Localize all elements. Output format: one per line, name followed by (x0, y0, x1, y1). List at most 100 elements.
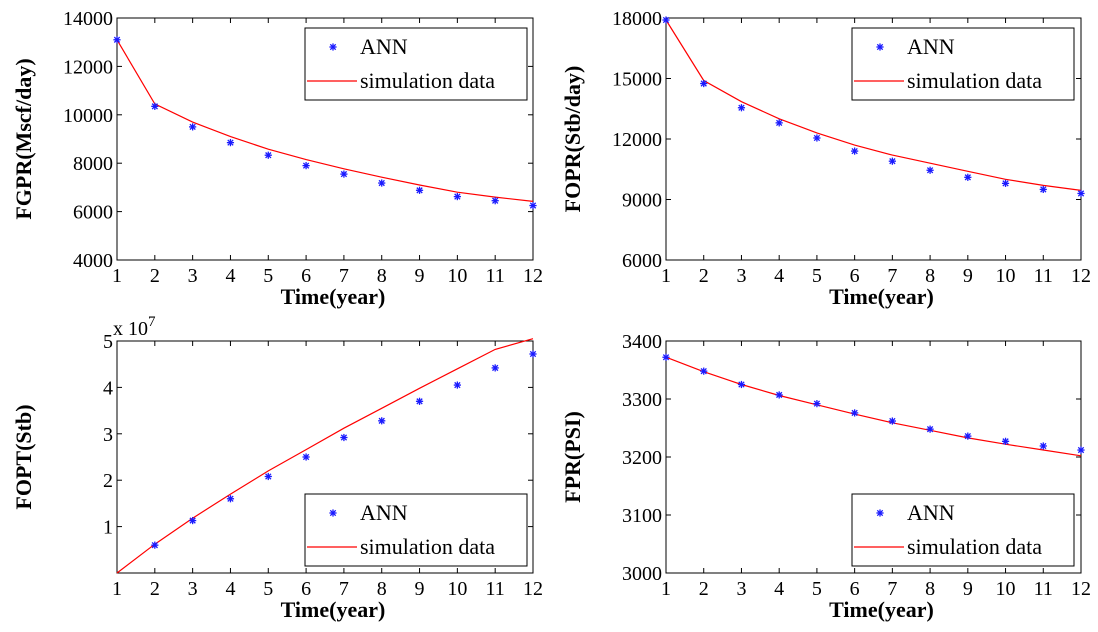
ann-point (888, 417, 896, 425)
ann-point (378, 179, 386, 187)
ann-point (113, 36, 121, 44)
ann-point (1039, 442, 1047, 450)
y-tick-label: 9000 (622, 190, 662, 212)
x-tick-label: 10 (996, 265, 1016, 287)
legend-ann-marker (876, 509, 884, 517)
x-tick-label: 5 (812, 578, 822, 600)
legend-label: ANN (907, 500, 955, 525)
ann-point (1077, 446, 1085, 454)
ann-point (775, 391, 783, 399)
ann-point (226, 495, 235, 503)
ann-point (491, 197, 499, 205)
y-tick-label: 3200 (622, 447, 662, 469)
x-tick-label: 4 (225, 578, 235, 600)
x-tick-label: 7 (339, 265, 349, 287)
x-tick-label: 2 (699, 578, 709, 600)
ann-point (851, 147, 859, 155)
ann-point (964, 432, 972, 440)
ann-point (264, 472, 272, 481)
x-tick-label: 8 (925, 578, 935, 600)
ann-point (851, 409, 859, 417)
x-tick-label: 3 (736, 265, 746, 287)
simulation-line (116, 39, 534, 202)
simulation-line (665, 356, 1082, 457)
y-axis-label: FOPR(Stb/day) (560, 66, 585, 213)
x-axis-label: Time(year) (281, 597, 386, 622)
y-tick-label: 3 (103, 424, 113, 446)
x-tick-label: 6 (301, 578, 311, 600)
ann-point (1039, 185, 1047, 194)
x-tick-label: 7 (339, 578, 349, 600)
ann-point (151, 541, 159, 549)
legend-label: ANN (360, 500, 408, 525)
legend-ann-marker (329, 43, 337, 51)
ann-point (529, 201, 537, 210)
y-tick-label: 10000 (63, 105, 113, 127)
subplot-2: 1 2 3 4 5 6 7 8 9 10 11 1260009000120001500018000Ti… (560, 8, 1091, 309)
x-tick-label: 1 (661, 265, 671, 287)
legend-box (851, 27, 1075, 101)
y-tick-label: 18000 (612, 8, 662, 30)
ann-point (340, 170, 348, 178)
legend: ANN simulation data (851, 493, 1075, 567)
x-tick-label: 2 (150, 265, 160, 287)
ann-point (926, 166, 934, 174)
y-tick-label: 3300 (622, 389, 662, 411)
ann-point (340, 433, 348, 442)
ann-point (813, 134, 821, 142)
legend-label: simulation data (907, 68, 1042, 93)
x-tick-label: 5 (812, 265, 822, 287)
legend: ANN simulation data (304, 493, 528, 567)
x-tick-label: 6 (850, 265, 860, 287)
x-tick-label: 4 (774, 578, 784, 600)
y-tick-label: 1 (103, 517, 113, 539)
legend-box (304, 27, 528, 101)
y-tick-label: 2 (103, 470, 113, 492)
ann-point (775, 119, 783, 127)
x-tick-label: 11 (486, 265, 505, 287)
y-tick-label: 4 (103, 377, 113, 399)
x-tick-label: 8 (377, 578, 387, 600)
legend-label: simulation data (360, 68, 495, 93)
x-tick-label: 5 (263, 265, 273, 287)
ann-point (491, 364, 499, 372)
x-tick-label: 1 (112, 578, 122, 600)
x-tick-label: 2 (150, 578, 160, 600)
ann-point (302, 453, 310, 461)
y-exponent-power: 7 (148, 314, 156, 330)
y-axis-label: FOPT(Stb) (11, 404, 36, 509)
ann-point (302, 162, 310, 170)
y-tick-label: 15000 (612, 69, 662, 91)
ann-point (662, 353, 670, 361)
ann-point (1001, 179, 1010, 187)
x-tick-label: 11 (1034, 265, 1053, 287)
x-tick-label: 4 (774, 265, 784, 287)
ann-point (926, 425, 934, 433)
x-axis-label: Time(year) (281, 284, 386, 309)
legend-label: simulation data (360, 534, 495, 559)
y-axis-label: FPR(PSI) (560, 411, 585, 503)
legend-label: ANN (360, 34, 408, 59)
y-axis-label: FGPR(Mscf/day) (11, 58, 36, 219)
subplot-4: 1 2 3 4 5 6 7 8 9 10 11 1230003100320033003400Time(… (560, 331, 1091, 622)
y-tick-label: 14000 (63, 8, 113, 30)
x-tick-label: 8 (925, 265, 935, 287)
legend-ann-marker (876, 43, 884, 51)
ann-point (737, 104, 746, 112)
x-tick-label: 6 (301, 265, 311, 287)
x-tick-label: 11 (1034, 578, 1053, 600)
ann-point (700, 367, 708, 375)
x-tick-label: 9 (963, 578, 973, 600)
x-tick-label: 10 (447, 265, 467, 287)
simulation-line (116, 338, 534, 574)
y-exponent-label: x 107 (113, 314, 156, 340)
legend: ANN simulation data (304, 27, 528, 101)
x-tick-label: 12 (1071, 578, 1091, 600)
ann-point (888, 157, 896, 165)
ann-point (700, 79, 708, 88)
ann-point (378, 417, 386, 425)
y-tick-label: 12000 (63, 56, 113, 78)
ann-point (189, 516, 197, 525)
